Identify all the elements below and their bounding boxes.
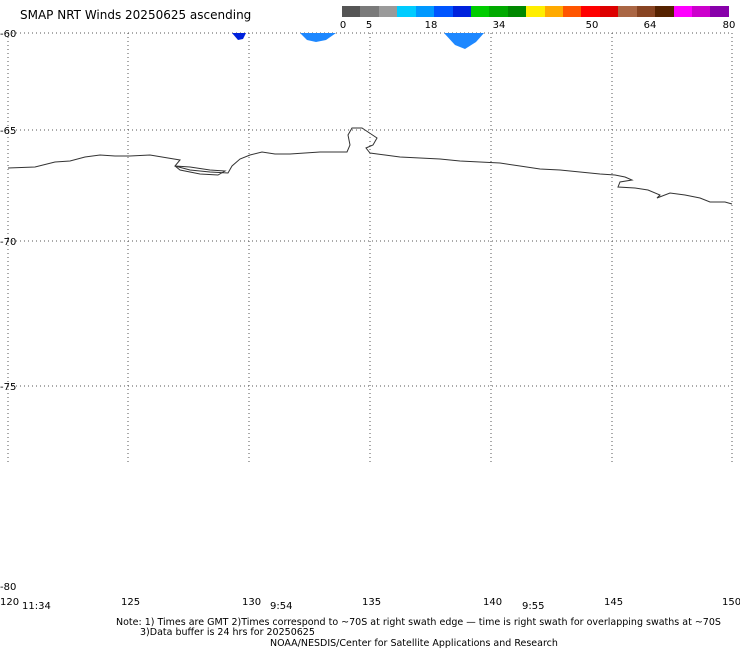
colorbar-segment [360,6,379,17]
lat-label: -60 [0,29,16,40]
wind-swath [444,33,484,49]
longitude-labels: 120 125 130 135 140 145 150 [0,597,740,608]
time-label: 11:34 [22,601,51,612]
colorbar-segment [599,6,619,17]
time-label: 9:55 [522,601,544,612]
wind-speed-colorbar [342,6,729,17]
lon-label: 145 [604,597,623,608]
lon-label: 130 [242,597,261,608]
colorbar-segment [342,6,361,17]
lon-label: 120 [0,597,19,608]
colorbar-tick-label: 18 [424,20,438,31]
lon-label: 150 [722,597,740,608]
swath-time-labels: 11:34 9:54 9:55 [22,601,544,612]
lon-label: 140 [483,597,502,608]
colorbar-segment [470,6,490,17]
colorbar-segment [636,6,656,17]
colorbar-segment [378,6,398,17]
colorbar-tick-label: 34 [492,20,506,31]
colorbar-tick-label: 50 [585,20,599,31]
colorbar-segment [563,6,582,17]
graticule [7,32,733,463]
colorbar-segment [489,6,508,17]
colorbar-segment [452,6,471,17]
lat-label: -65 [0,126,16,137]
map-title: SMAP NRT Winds 20250625 ascending [20,8,252,22]
lat-label: -80 [0,582,16,593]
colorbar-tick-label: 0 [339,20,347,31]
colorbar-segment [544,6,564,17]
note-line-3: NOAA/NESDIS/Center for Satellite Applica… [270,638,558,649]
colorbar-segment [655,6,674,17]
colorbar-segment [415,6,435,17]
wind-swaths [232,33,484,49]
wind-swath [300,33,336,42]
wind-swath [232,33,246,40]
colorbar-segment [434,6,453,17]
lat-label: -75 [0,382,16,393]
colorbar-segment [507,6,527,17]
lat-label: -70 [0,237,16,248]
colorbar-segment [397,6,416,17]
lon-label: 125 [121,597,140,608]
lon-label: 135 [362,597,381,608]
colorbar-segment [618,6,637,17]
colorbar-tick-label: 80 [722,20,736,31]
note-line-2: 3)Data buffer is 24 hrs for 20250625 [140,627,315,638]
colorbar-segment [673,6,693,17]
colorbar-segment [692,6,711,17]
colorbar-segment [526,6,545,17]
latitude-labels: -60 -65 -70 -75 -80 [0,29,16,593]
note-line-1: Note: 1) Times are GMT 2)Times correspon… [116,617,721,628]
colorbar-tick-label: 64 [643,20,657,31]
time-label: 9:54 [270,601,292,612]
colorbar-segment [581,6,600,17]
colorbar-tick-label: 5 [365,20,373,31]
antarctic-coastline [7,127,733,205]
colorbar-segment [710,6,729,17]
